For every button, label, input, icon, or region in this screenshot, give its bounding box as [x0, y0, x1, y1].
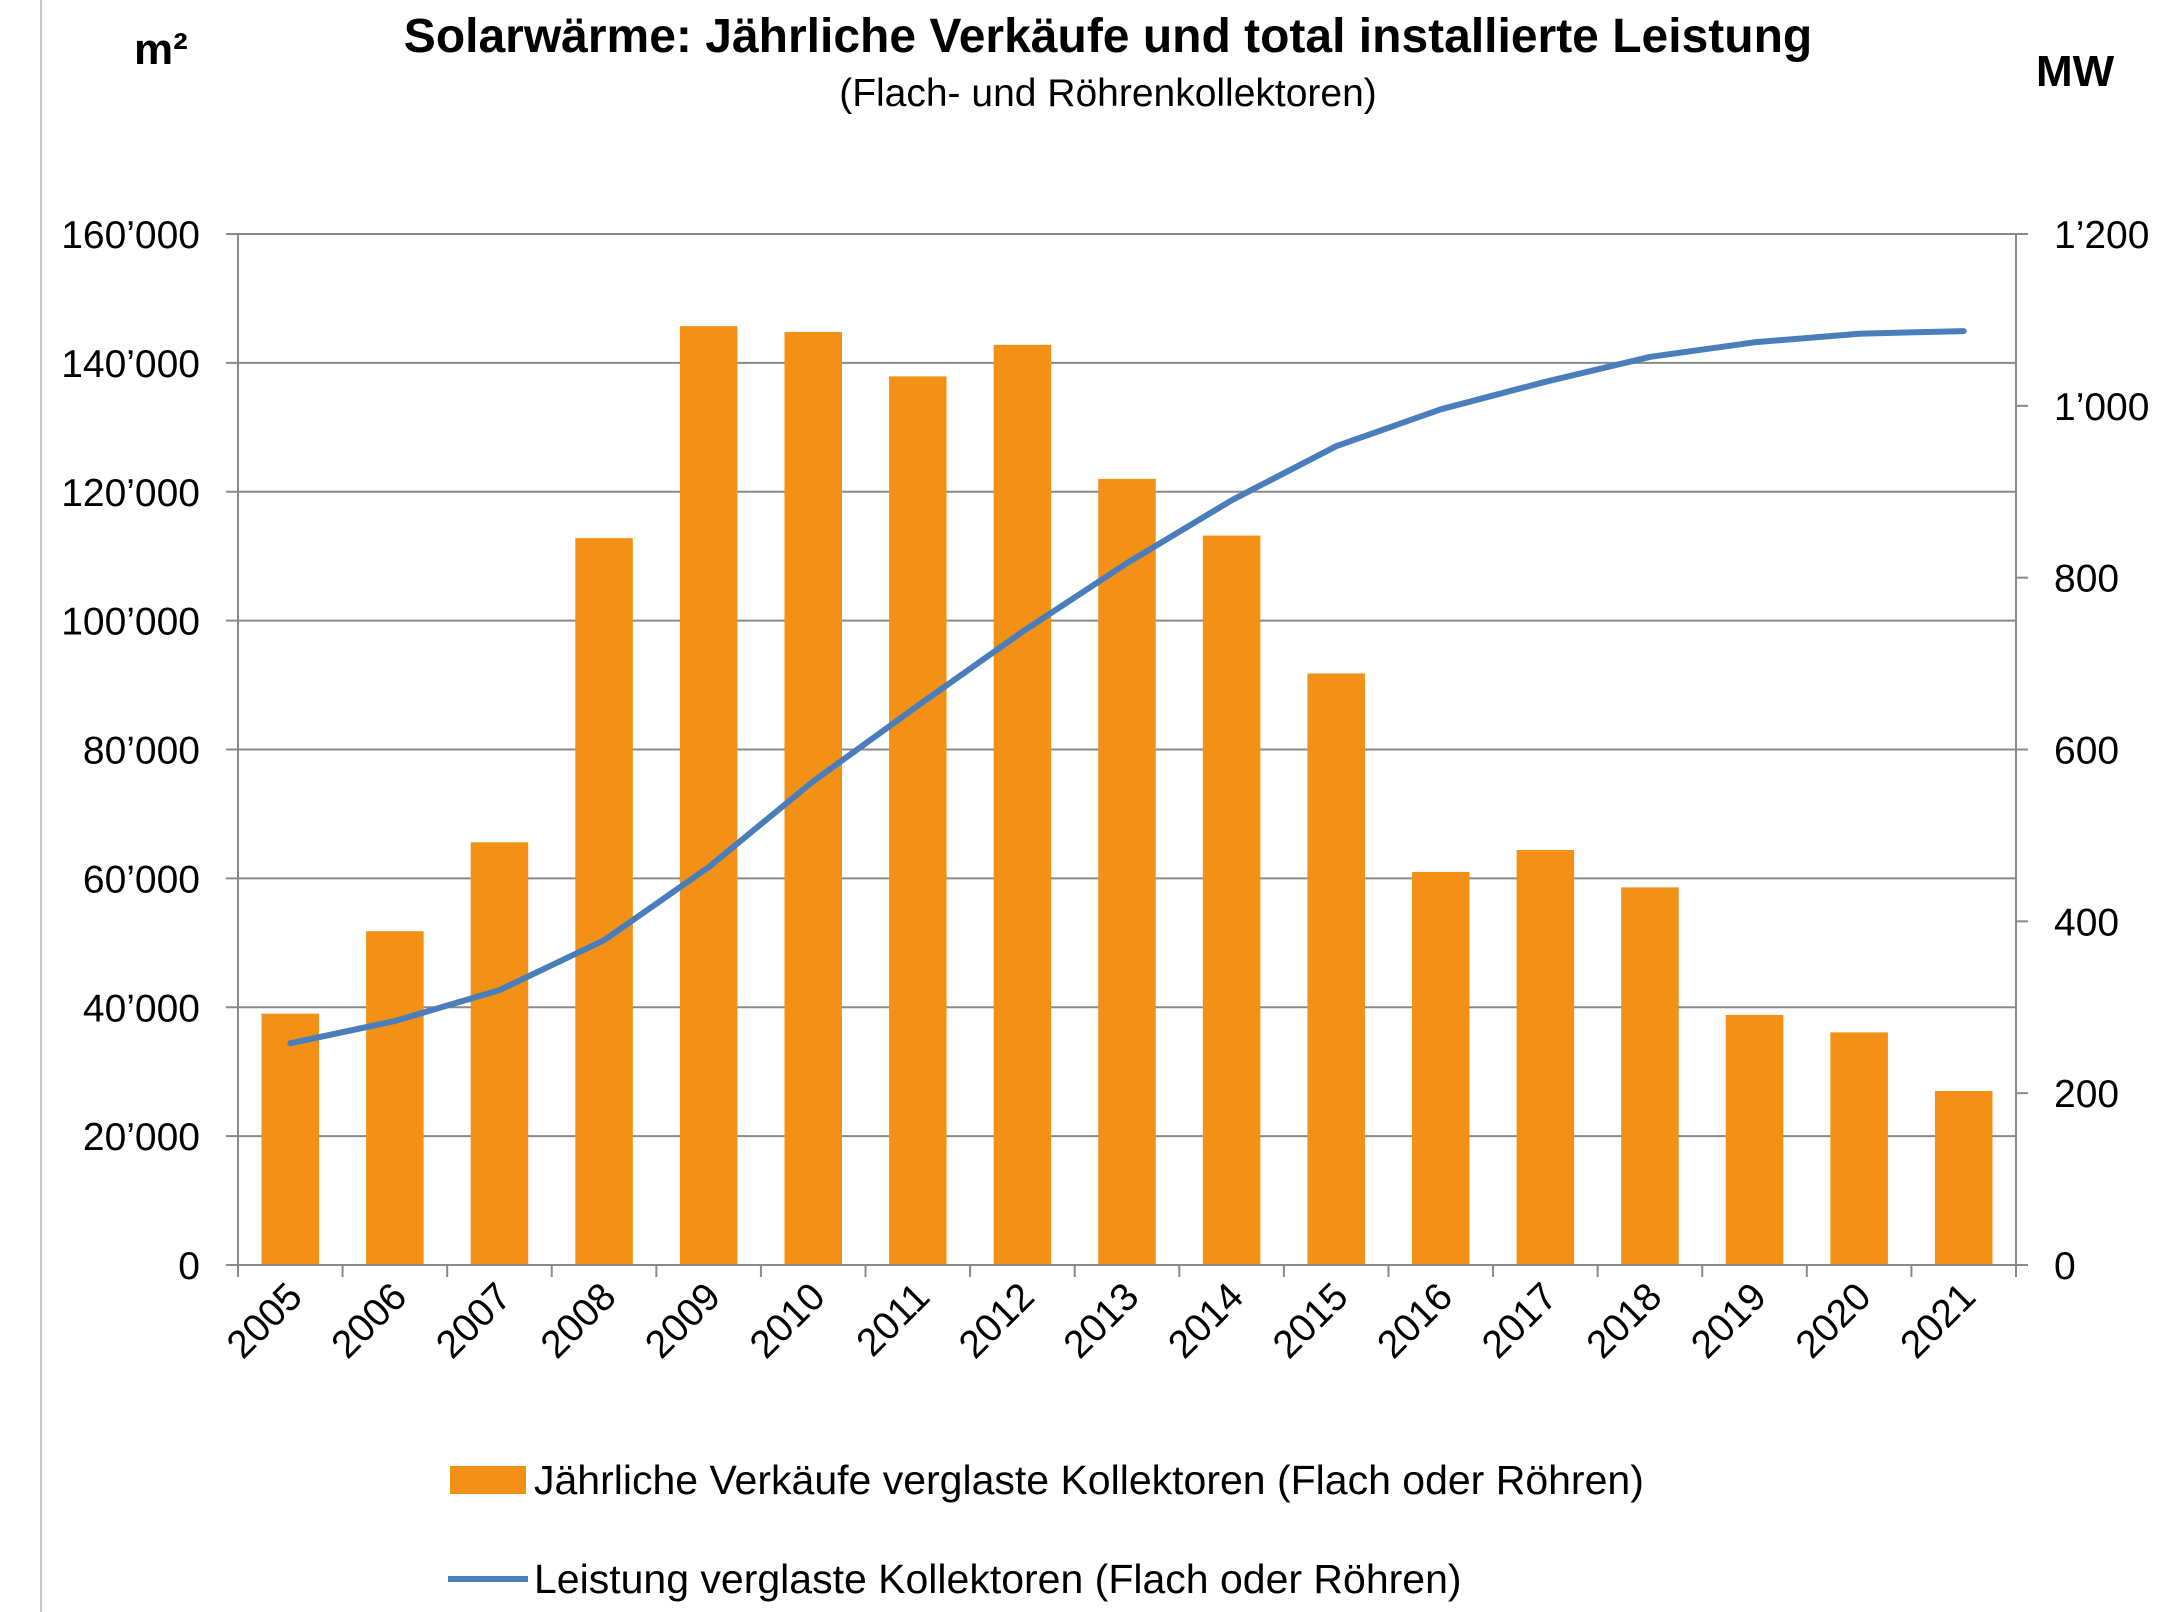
bar — [1830, 1032, 1888, 1265]
left-axis-tick-label: 140’000 — [61, 343, 200, 386]
x-axis-tick-label: 2018 — [1579, 1275, 1671, 1367]
axes — [226, 233, 2028, 1277]
x-axis-tick-label: 2021 — [1892, 1275, 1984, 1367]
bar — [1516, 850, 1575, 1265]
x-axis-tick-label: 2011 — [848, 1275, 938, 1365]
left-axis-unit: m² — [134, 25, 188, 74]
x-axis-tick-label: 2010 — [742, 1275, 834, 1367]
right-axis-tick-label: 800 — [2054, 558, 2119, 601]
right-axis-unit: MW — [2036, 47, 2115, 96]
left-axis-tick-label: 40’000 — [83, 987, 200, 1030]
x-axis-tick-label: 2007 — [428, 1275, 520, 1367]
left-axis-tick-label: 160’000 — [61, 214, 200, 257]
bar — [1307, 673, 1365, 1265]
left-axis-tick-label: 120’000 — [61, 472, 200, 515]
right-axis-tick-label: 400 — [2054, 901, 2119, 944]
chart-title: Solarwärme: Jährliche Verkäufe und total… — [404, 10, 1812, 63]
right-axis-tick-label: 1’200 — [2054, 214, 2149, 257]
bar — [261, 1013, 320, 1265]
right-axis-tick-label: 1’000 — [2054, 386, 2149, 429]
chart-subtitle: (Flach- und Röhrenkollektoren) — [839, 72, 1377, 115]
x-axis-tick-label: 2015 — [1265, 1275, 1357, 1367]
bar-series — [261, 326, 1993, 1265]
x-axis-tick-label: 2008 — [533, 1275, 625, 1367]
right-axis-tick-label: 0 — [2054, 1245, 2076, 1288]
bar — [366, 931, 424, 1265]
legend-bar-swatch — [450, 1466, 526, 1494]
right-axis-tick-label: 200 — [2054, 1073, 2119, 1116]
bar — [1098, 478, 1156, 1265]
bar — [575, 538, 633, 1265]
left-axis-tick-label: 100’000 — [61, 601, 200, 644]
left-axis-tick-label: 80’000 — [83, 730, 200, 773]
x-axis-tick-label: 2012 — [951, 1275, 1043, 1367]
x-axis-tick-label: 2005 — [219, 1275, 311, 1367]
chart-frame — [40, 0, 2171, 1612]
left-axis-tick-label: 60’000 — [83, 858, 200, 901]
x-axis-tick-label: 2020 — [1788, 1275, 1880, 1367]
bar — [1202, 535, 1261, 1265]
bar — [1725, 1014, 1784, 1265]
bar — [679, 326, 738, 1265]
left-axis-tick-label: 20’000 — [83, 1116, 200, 1159]
x-axis-tick-label: 2013 — [1056, 1275, 1148, 1367]
bar — [1412, 871, 1470, 1265]
bar — [889, 376, 947, 1265]
x-axis-tick-label: 2019 — [1683, 1275, 1775, 1367]
x-axis-tick-label: 2009 — [637, 1275, 729, 1367]
bar — [1934, 1091, 1993, 1265]
line-path — [287, 328, 1967, 1047]
legend: Jährliche Verkäufe verglaste Kollektoren… — [448, 1457, 1644, 1602]
x-axis-tick-label: 2016 — [1369, 1275, 1461, 1367]
left-axis-tick-label: 0 — [178, 1245, 200, 1288]
bar — [1621, 887, 1679, 1265]
x-axis-tick-label: 2006 — [323, 1275, 415, 1367]
legend-bar-label: Jährliche Verkäufe verglaste Kollektoren… — [534, 1457, 1644, 1503]
x-axis-tick-label: 2017 — [1474, 1275, 1566, 1367]
gridlines — [238, 233, 2016, 1138]
line-series — [287, 328, 1967, 1047]
bar — [470, 842, 529, 1265]
legend-line-label: Leistung verglaste Kollektoren (Flach od… — [534, 1556, 1462, 1602]
right-axis-tick-label: 600 — [2054, 730, 2119, 773]
bar — [993, 344, 1052, 1265]
x-axis-tick-label: 2014 — [1160, 1275, 1252, 1367]
